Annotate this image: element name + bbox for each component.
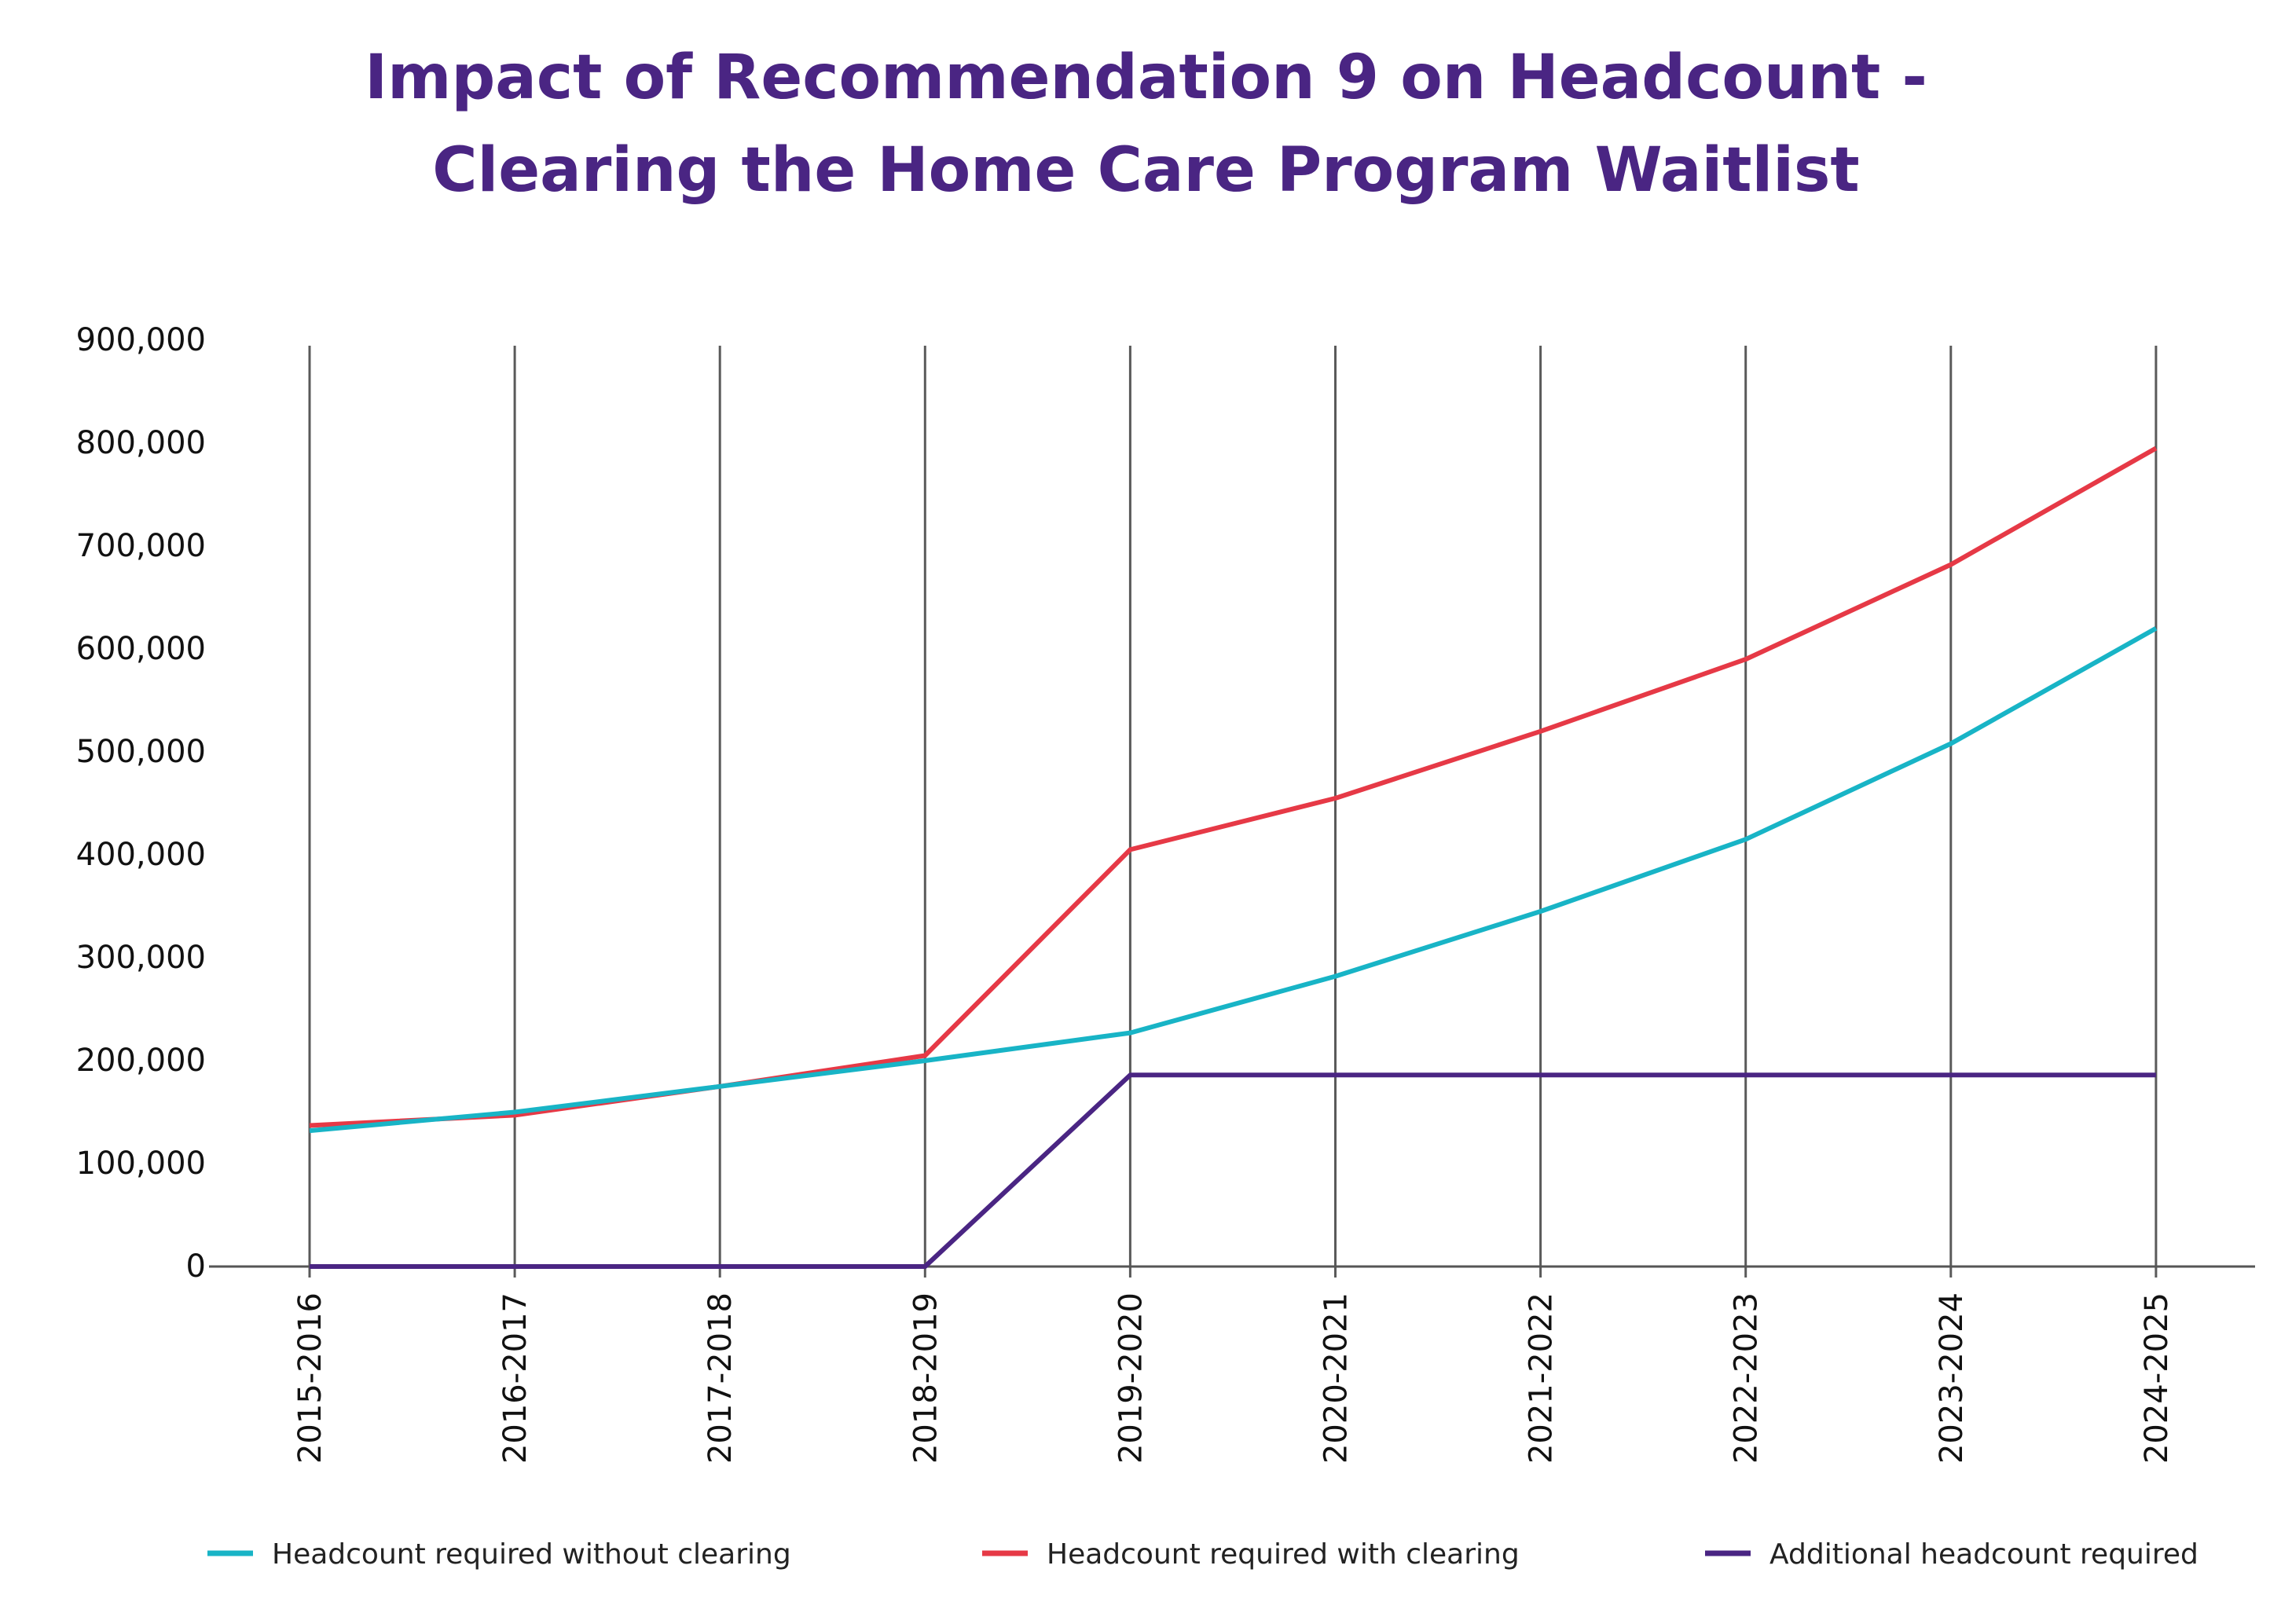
y-tick-label: 400,000 <box>76 837 206 873</box>
legend-label-1: Headcount required without clearing <box>272 1538 791 1571</box>
x-tick-label: 2018-2019 <box>908 1292 944 1464</box>
y-axis-tick-labels: 0 100,000 200,000 300,000 400,000 500,000 600,… <box>76 322 206 1285</box>
y-tick-label: 0 <box>186 1248 206 1285</box>
x-tick-label: 2015-2016 <box>292 1292 328 1464</box>
x-tick-label: 2022-2023 <box>1729 1292 1765 1464</box>
x-tick-label: 2023-2024 <box>1934 1292 1970 1464</box>
series-line-1 <box>309 626 2158 1134</box>
chart-title: Impact of Recommendation 9 on Headcount … <box>0 31 2292 217</box>
legend: Headcount required without clearing Headc… <box>207 1538 2198 1571</box>
x-tick-label: 2024-2025 <box>2139 1292 2175 1464</box>
series-line-3 <box>310 1072 2156 1269</box>
vertical-gridlines <box>308 346 2158 1278</box>
y-tick-label: 300,000 <box>76 940 206 976</box>
y-tick-label: 500,000 <box>76 734 206 770</box>
y-tick-label: 600,000 <box>76 631 206 667</box>
x-tick-label: 2019-2020 <box>1113 1292 1149 1464</box>
x-axis-tick-labels: 2015-2016 2016-2017 2017-2018 2018-2019 2019… <box>292 1292 2175 1464</box>
y-tick-label: 800,000 <box>76 425 206 461</box>
y-tick-label: 100,000 <box>76 1146 206 1182</box>
y-tick-label: 200,000 <box>76 1043 206 1079</box>
y-tick-label: 900,000 <box>76 322 206 358</box>
x-tick-label: 2016-2017 <box>497 1292 534 1464</box>
chart-title-line-1: Impact of Recommendation 9 on Headcount … <box>365 42 1927 113</box>
x-tick-label: 2021-2022 <box>1524 1292 1560 1464</box>
x-tick-label: 2020-2021 <box>1318 1292 1355 1464</box>
series-line-2 <box>309 445 2158 1128</box>
x-tick-label: 2017-2018 <box>702 1292 739 1464</box>
y-tick-label: 700,000 <box>76 528 206 564</box>
data-series <box>309 445 2158 1269</box>
chart-title-line-2: Clearing the Home Care Program Waitlist <box>432 135 1860 206</box>
legend-label-3: Additional headcount required <box>1769 1538 2198 1571</box>
legend-label-2: Headcount required with clearing <box>1047 1538 1520 1571</box>
